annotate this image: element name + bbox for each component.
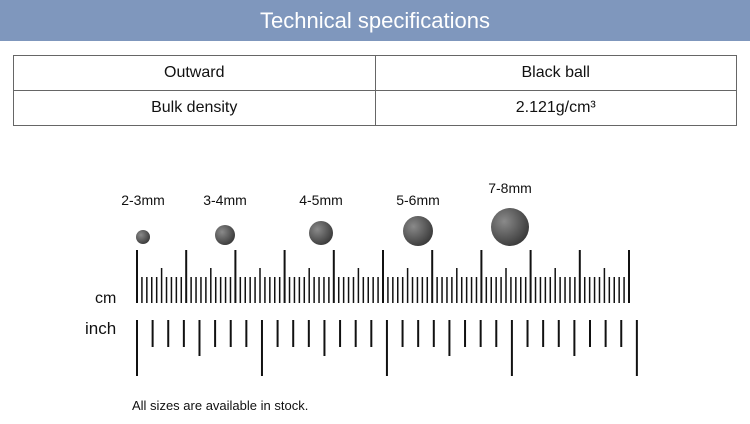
- cm-label: cm: [95, 290, 116, 307]
- spec-table: Outward Black ball Bulk density 2.121g/c…: [13, 55, 737, 126]
- ball: [403, 216, 433, 246]
- table-row: Bulk density 2.121g/cm³: [13, 90, 737, 126]
- stock-note: All sizes are available in stock.: [132, 398, 308, 413]
- table-cell: 2.121g/cm³: [374, 90, 737, 126]
- ball: [215, 225, 235, 245]
- table-cell: Outward: [13, 55, 376, 91]
- ball-size-label: 4-5mm: [299, 192, 343, 208]
- header-title: Technical specifications: [0, 0, 750, 41]
- ball-size-label: 7-8mm: [488, 180, 532, 196]
- ball-size-label: 5-6mm: [396, 192, 440, 208]
- table-cell: Bulk density: [13, 90, 376, 126]
- ball: [136, 230, 150, 244]
- table-row: Outward Black ball: [13, 55, 737, 91]
- ball-size-label: 3-4mm: [203, 192, 247, 208]
- ball: [309, 221, 333, 245]
- ball: [491, 208, 529, 246]
- ball-size-label: 2-3mm: [121, 192, 165, 208]
- inch-label: inch: [85, 319, 116, 338]
